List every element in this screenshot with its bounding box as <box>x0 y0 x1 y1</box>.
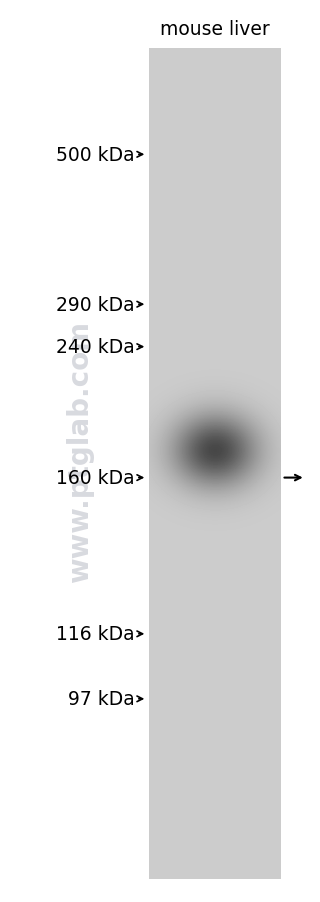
Text: 290 kDa: 290 kDa <box>56 295 134 315</box>
Text: 116 kDa: 116 kDa <box>56 624 134 644</box>
Text: 97 kDa: 97 kDa <box>68 689 134 709</box>
Text: www.ptglab.com: www.ptglab.com <box>66 320 94 582</box>
Text: 160 kDa: 160 kDa <box>56 468 134 488</box>
Bar <box>149 50 280 879</box>
Text: 240 kDa: 240 kDa <box>56 337 134 357</box>
Text: 500 kDa: 500 kDa <box>56 145 134 165</box>
Text: mouse liver: mouse liver <box>160 20 269 40</box>
